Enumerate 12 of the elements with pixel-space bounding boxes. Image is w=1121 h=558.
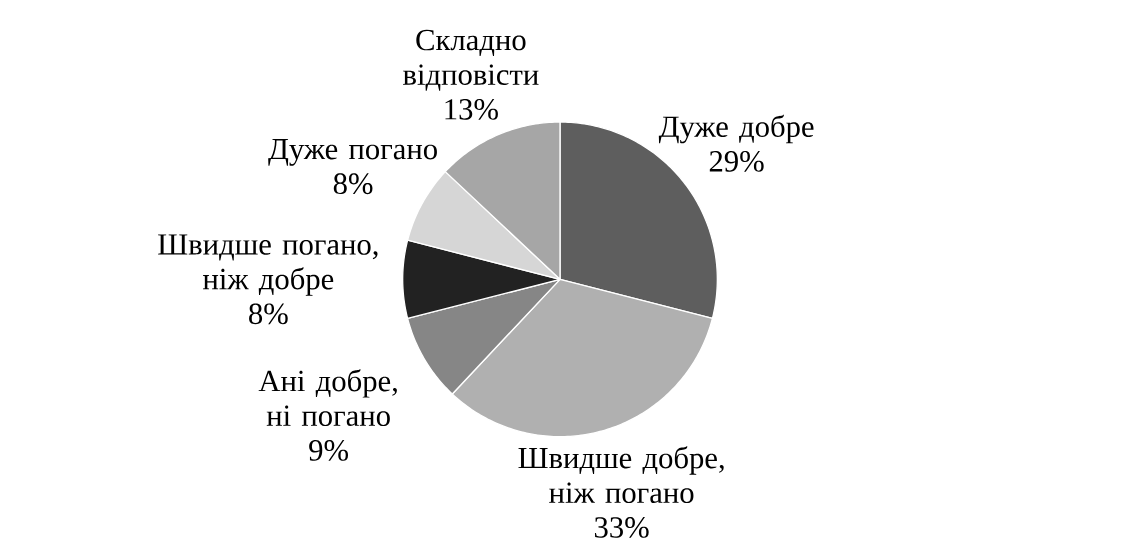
slice-label: Швидше добре, ніж погано bbox=[518, 446, 724, 504]
slice-label: Дуже погано bbox=[268, 139, 437, 166]
slice-label: Швидше погано, ніж добре bbox=[158, 234, 378, 296]
slice-label: Дуже добре bbox=[658, 114, 814, 144]
data-label: 8% bbox=[249, 303, 288, 325]
data-label: 8% bbox=[333, 173, 373, 195]
data-label: 29% bbox=[709, 150, 764, 172]
data-label: 13% bbox=[445, 98, 498, 120]
data-label: 33% bbox=[594, 517, 649, 538]
slice-label: Ані добре, ні погано bbox=[258, 369, 397, 427]
slice-label: Складно відповісти bbox=[403, 29, 539, 91]
data-label: 9% bbox=[309, 440, 349, 461]
